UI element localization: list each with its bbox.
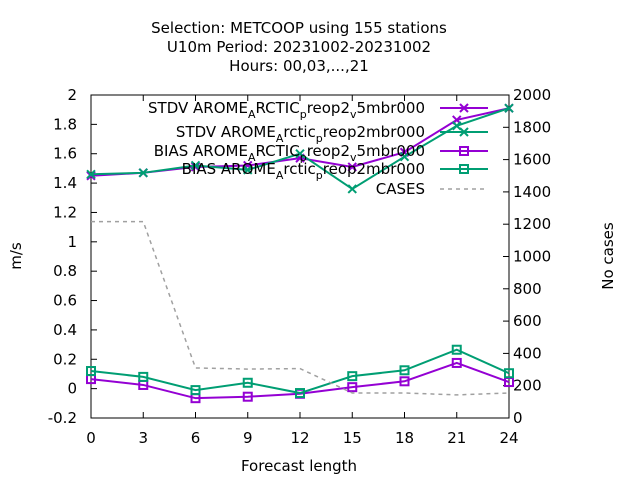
data-point <box>86 171 96 181</box>
series-layer <box>86 103 514 404</box>
y2-tick-label: 1400 <box>513 183 551 201</box>
data-point <box>347 382 358 393</box>
data-point <box>243 165 253 175</box>
marker-stroke <box>347 162 357 172</box>
legend-marker-3 <box>459 164 469 174</box>
data-point <box>190 160 201 171</box>
x-tick-label: 18 <box>395 429 414 447</box>
data-point <box>86 169 96 179</box>
y-tick-label: -0.2 <box>48 409 77 427</box>
y-axis-label: m/s <box>7 242 25 270</box>
marker-stroke <box>138 168 148 178</box>
x-tick-label: 9 <box>243 429 253 447</box>
y2-axis-label: No cases <box>599 222 617 290</box>
y-tick-label: 1.8 <box>53 115 77 133</box>
y-tick-label: 0.2 <box>53 350 77 368</box>
legend-label-0: STDV AROMEARCTICpreop2v5mbr000 <box>148 99 425 121</box>
legend-marker-2 <box>459 146 469 156</box>
data-point <box>451 344 462 355</box>
data-point <box>86 366 96 377</box>
y2-tick-label: 800 <box>513 280 542 298</box>
marker-stroke <box>295 149 305 159</box>
y2-tick-label: 200 <box>513 377 542 395</box>
legend-label-4: CASES <box>376 180 425 198</box>
x-tick-label: 6 <box>191 429 201 447</box>
title-line-2: U10m Period: 20231002-20231002 <box>167 38 431 56</box>
y-tick-label: 0.8 <box>53 262 77 280</box>
marker-stroke <box>347 184 357 194</box>
data-point <box>295 388 305 399</box>
marker-stroke <box>86 171 96 181</box>
y-tick-label: 0 <box>67 380 77 398</box>
data-point <box>242 391 253 402</box>
data-point <box>399 151 410 162</box>
y-tick-label: 0.4 <box>53 321 77 339</box>
marker-stroke <box>504 103 514 113</box>
marker-stroke <box>452 121 462 131</box>
y2-tick-label: 0 <box>513 409 523 427</box>
data-point <box>347 371 358 382</box>
data-point <box>452 121 462 131</box>
data-point <box>295 149 305 159</box>
marker-stroke <box>459 103 469 113</box>
data-point <box>399 365 410 376</box>
x-tick-label: 15 <box>343 429 362 447</box>
series-line-3 <box>90 348 510 395</box>
y2-tick-label: 1600 <box>513 151 551 169</box>
x-tick-label: 21 <box>447 429 466 447</box>
data-point <box>138 168 148 178</box>
y2-tick-label: 600 <box>513 312 542 330</box>
marker-stroke <box>243 165 253 175</box>
y2-tick-label: 2000 <box>513 86 551 104</box>
data-point <box>347 162 357 172</box>
data-point <box>504 368 514 379</box>
series-line-4 <box>91 220 510 396</box>
y-tick-label: 1.2 <box>53 203 77 221</box>
y-tick-label: 1.6 <box>53 145 77 163</box>
data-point <box>399 376 410 387</box>
marker-stroke <box>86 169 96 179</box>
data-point <box>242 377 253 388</box>
y-tick-label: 2 <box>67 86 77 104</box>
y-tick-label: 0.6 <box>53 292 77 310</box>
x-tick-label: 0 <box>86 429 96 447</box>
marker-stroke <box>459 127 469 137</box>
data-point <box>504 103 514 113</box>
data-point <box>347 184 357 194</box>
x-tick-label: 12 <box>290 429 309 447</box>
legend-label-1: STDV AROMEArcticpreop2mbr000 <box>176 123 425 145</box>
data-point <box>190 385 201 396</box>
axis-ticks: 0 3 6 9 12 15 18 21 24 -0.2 0 0.2 0.4 0.6 0.8 1 1.2 1.4 1.… <box>48 86 551 447</box>
data-point <box>451 357 462 368</box>
legend-label-3: BIAS AROMEArcticpreop2mbr000 <box>182 160 425 182</box>
marker-stroke <box>190 162 201 172</box>
y2-tick-label: 1800 <box>513 118 551 136</box>
marker-stroke <box>190 160 201 171</box>
data-point <box>190 162 201 172</box>
title-line-1: Selection: METCOOP using 155 stations <box>151 19 447 37</box>
legend-marker-0 <box>459 103 469 113</box>
y2-tick-label: 1000 <box>513 248 551 266</box>
legend-label-2: BIAS AROMEARCTICpreop2v5mbr000 <box>154 142 425 164</box>
title-line-3: Hours: 00,03,...,21 <box>229 57 369 75</box>
y2-tick-label: 1200 <box>513 215 551 233</box>
marker-stroke <box>399 151 410 162</box>
y-tick-label: 1 <box>67 233 77 251</box>
chart-title: Selection: METCOOP using 155 stations U1… <box>151 19 447 75</box>
data-point <box>138 371 149 382</box>
y2-tick-label: 400 <box>513 344 542 362</box>
legend-marker-1 <box>459 127 469 137</box>
x-tick-label: 3 <box>138 429 148 447</box>
x-tick-label: 24 <box>499 429 518 447</box>
x-axis-label: Forecast length <box>241 457 357 475</box>
y-tick-label: 1.4 <box>53 174 77 192</box>
